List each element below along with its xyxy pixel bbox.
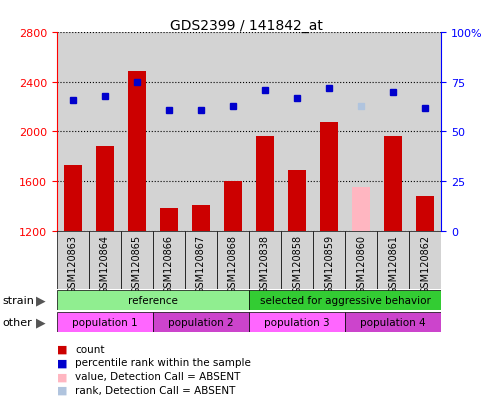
- Text: GSM120838: GSM120838: [260, 234, 270, 293]
- Bar: [57, 231, 89, 289]
- Bar: [185, 33, 217, 231]
- Bar: [64, 166, 81, 231]
- Bar: [377, 33, 409, 231]
- Bar: [121, 231, 153, 289]
- Bar: [288, 171, 306, 231]
- Text: ■: ■: [57, 385, 67, 395]
- Text: ■: ■: [57, 371, 67, 381]
- Bar: [409, 231, 441, 289]
- Bar: [217, 231, 249, 289]
- Text: ▶: ▶: [36, 316, 46, 329]
- Text: GSM120858: GSM120858: [292, 234, 302, 293]
- Bar: [57, 33, 89, 231]
- Bar: [352, 188, 370, 231]
- Bar: [57, 313, 153, 332]
- Bar: [320, 122, 338, 231]
- Text: count: count: [75, 344, 105, 354]
- Bar: [417, 197, 434, 231]
- Bar: [345, 33, 377, 231]
- Text: GSM120859: GSM120859: [324, 234, 334, 293]
- Bar: [249, 313, 345, 332]
- Bar: [160, 209, 177, 231]
- Text: ■: ■: [57, 344, 67, 354]
- Text: GSM120863: GSM120863: [68, 234, 78, 293]
- Bar: [153, 313, 249, 332]
- Text: value, Detection Call = ABSENT: value, Detection Call = ABSENT: [75, 371, 241, 381]
- Text: GSM120865: GSM120865: [132, 234, 142, 293]
- Text: GSM120862: GSM120862: [420, 234, 430, 293]
- Bar: [249, 33, 281, 231]
- Bar: [96, 147, 113, 231]
- Text: reference: reference: [128, 296, 178, 306]
- Bar: [217, 33, 249, 231]
- Text: population 3: population 3: [264, 318, 330, 328]
- Bar: [249, 231, 281, 289]
- Bar: [345, 313, 441, 332]
- Bar: [153, 33, 185, 231]
- Bar: [313, 231, 345, 289]
- Text: GSM120864: GSM120864: [100, 234, 110, 293]
- Text: percentile rank within the sample: percentile rank within the sample: [75, 358, 251, 368]
- Text: selected for aggressive behavior: selected for aggressive behavior: [260, 296, 430, 306]
- Bar: [409, 33, 441, 231]
- Bar: [256, 137, 274, 231]
- Bar: [377, 231, 409, 289]
- Bar: [89, 33, 121, 231]
- Bar: [128, 71, 145, 231]
- Bar: [57, 291, 249, 311]
- Text: GSM120868: GSM120868: [228, 234, 238, 293]
- Bar: [385, 137, 402, 231]
- Bar: [345, 231, 377, 289]
- Bar: [249, 291, 441, 311]
- Bar: [185, 231, 217, 289]
- Text: GSM120867: GSM120867: [196, 234, 206, 293]
- Text: population 4: population 4: [360, 318, 426, 328]
- Bar: [281, 231, 313, 289]
- Text: rank, Detection Call = ABSENT: rank, Detection Call = ABSENT: [75, 385, 236, 395]
- Text: GSM120860: GSM120860: [356, 234, 366, 293]
- Bar: [224, 182, 242, 231]
- Text: strain: strain: [2, 296, 35, 306]
- Bar: [192, 205, 210, 231]
- Text: GDS2399 / 141842_at: GDS2399 / 141842_at: [170, 19, 323, 33]
- Bar: [313, 33, 345, 231]
- Bar: [153, 231, 185, 289]
- Bar: [89, 231, 121, 289]
- Text: GSM120866: GSM120866: [164, 234, 174, 293]
- Text: GSM120861: GSM120861: [388, 234, 398, 293]
- Text: ■: ■: [57, 358, 67, 368]
- Text: ▶: ▶: [36, 294, 46, 307]
- Text: population 1: population 1: [72, 318, 138, 328]
- Text: other: other: [2, 318, 32, 328]
- Bar: [121, 33, 153, 231]
- Text: population 2: population 2: [168, 318, 234, 328]
- Bar: [281, 33, 313, 231]
